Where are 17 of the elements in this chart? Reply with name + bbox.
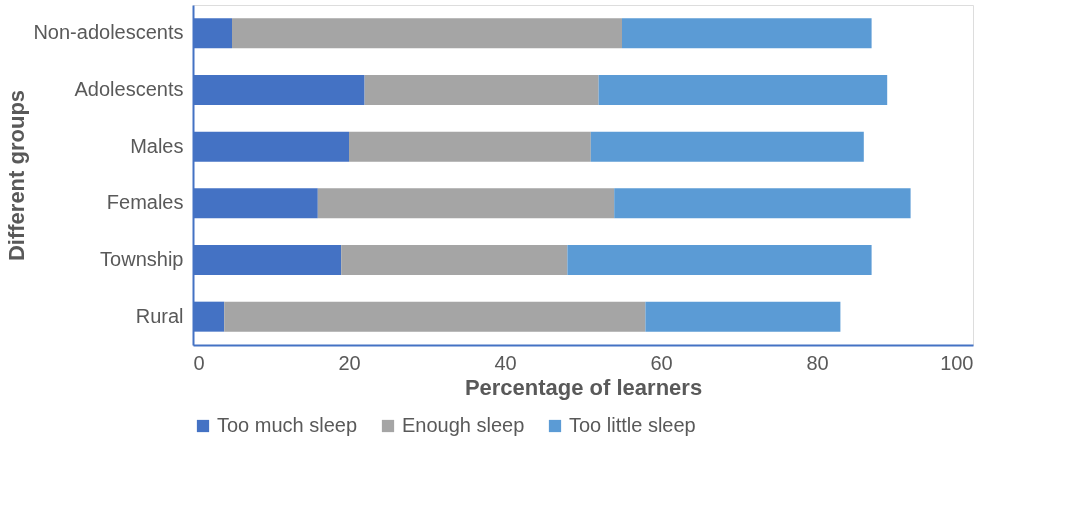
y-axis-title: Different groups bbox=[4, 89, 30, 262]
y-tick-label: Females bbox=[106, 191, 184, 214]
legend-label: Too much sleep bbox=[217, 414, 358, 436]
x-tick-label: 60 bbox=[650, 351, 673, 374]
x-axis-title: Percentage of learners bbox=[464, 374, 703, 400]
legend-label: Too little sleep bbox=[569, 414, 696, 436]
x-tick-label: 100 bbox=[940, 351, 974, 374]
x-tick-label: 40 bbox=[494, 351, 517, 374]
y-tick-label: Non-adolescents bbox=[33, 21, 184, 44]
y-tick-label: Males bbox=[130, 134, 184, 157]
x-tick-label: 80 bbox=[806, 351, 829, 374]
y-tick-label: Township bbox=[100, 248, 184, 270]
x-tick-label: 20 bbox=[338, 351, 361, 374]
y-tick-label: Adolescents bbox=[74, 78, 184, 100]
legend-label: Enough sleep bbox=[402, 414, 525, 436]
x-tick-label: 0 bbox=[193, 351, 205, 374]
y-tick-label: Rural bbox=[135, 304, 184, 327]
